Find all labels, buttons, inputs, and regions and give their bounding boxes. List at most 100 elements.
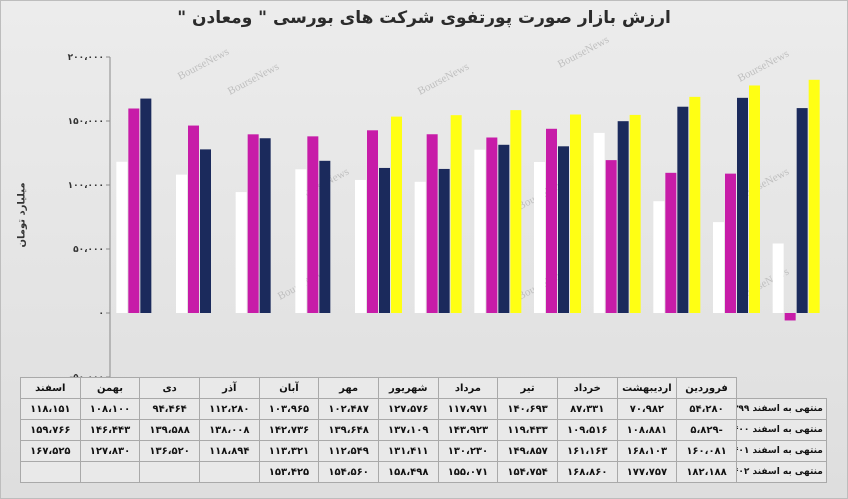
data-label: ۱۵۴،۷۵۴ bbox=[497, 461, 558, 483]
bar bbox=[307, 136, 319, 313]
bar bbox=[367, 130, 378, 313]
y-tick-label: ۰ bbox=[99, 309, 105, 319]
data-label: ۱۲۷،۸۳۰ bbox=[79, 440, 141, 462]
bar bbox=[247, 134, 259, 313]
table-row: ۱۶۷،۵۲۵ ۱۲۷،۸۳۰ ۱۳۶،۵۲۰ ۱۱۸،۸۹۴ ۱۱۳،۳۲۱ ۱۱۲،۵… bbox=[20, 440, 827, 462]
bar bbox=[414, 181, 426, 313]
bar bbox=[784, 313, 796, 321]
bar bbox=[426, 134, 438, 313]
watermark-text: BourseNews bbox=[226, 61, 281, 98]
data-label: ۱۰۳،۹۶۵ bbox=[258, 398, 320, 420]
bar bbox=[510, 110, 522, 313]
data-label: ۱۴۰،۶۹۳ bbox=[497, 398, 558, 420]
category-label: مهر bbox=[318, 377, 379, 399]
category-label: آذر bbox=[198, 377, 260, 399]
data-label: ۱۶۸،۱۰۳ bbox=[616, 440, 678, 462]
data-label: ۱۱۸،۱۵۱ bbox=[20, 398, 81, 420]
watermark-text: BourseNews bbox=[176, 46, 231, 83]
bar bbox=[653, 201, 665, 313]
bar bbox=[235, 192, 247, 313]
data-label bbox=[198, 461, 260, 483]
data-label: ۱۵۹،۷۶۶ bbox=[20, 419, 81, 441]
data-label: ۱۳۰،۲۳۰ bbox=[437, 440, 499, 462]
data-label: ۱۰۸،۱۰۰ bbox=[79, 398, 141, 420]
bar bbox=[450, 115, 462, 313]
bar bbox=[772, 243, 784, 313]
bar bbox=[116, 161, 128, 313]
data-label: ۸۷،۳۳۱ bbox=[556, 398, 618, 420]
legend-label: منتهی به اسفند ۱۴۰۲ bbox=[737, 467, 823, 477]
data-label: ۱۳۹،۵۸۸ bbox=[139, 419, 200, 441]
table-corner bbox=[736, 378, 826, 399]
data-label: ۱۳۱،۴۱۱ bbox=[377, 440, 439, 462]
table-header-row: اسفند بهمن دی آذر آبان مهر شهریور مرداد تیر خرداد… bbox=[20, 377, 827, 399]
bar bbox=[546, 128, 557, 313]
bar bbox=[188, 125, 199, 313]
bar bbox=[593, 132, 605, 313]
bar bbox=[677, 106, 689, 313]
bar bbox=[796, 108, 808, 314]
data-label: ۱۴۹،۸۵۷ bbox=[497, 440, 558, 462]
data-label: ۱۴۳،۹۲۳ bbox=[437, 419, 499, 441]
data-label: ۱۳۶،۵۲۰ bbox=[139, 440, 200, 462]
bar bbox=[725, 173, 736, 313]
bar bbox=[391, 116, 402, 313]
bar bbox=[689, 96, 701, 314]
bar bbox=[605, 160, 617, 313]
data-label: ۱۱۸،۸۹۴ bbox=[198, 440, 260, 462]
legend-label: منتهی به اسفند ۱۴۰۰ bbox=[737, 425, 823, 435]
data-label: ۱۱۷،۹۷۱ bbox=[437, 398, 499, 420]
data-label: ۱۶۷،۵۲۵ bbox=[20, 440, 81, 462]
bar bbox=[486, 137, 498, 313]
data-table: اسفند بهمن دی آذر آبان مهر شهریور مرداد تیر خرداد… bbox=[20, 377, 827, 483]
legend-label: منتهی به اسفند ۱۳۹۹ bbox=[737, 404, 823, 414]
y-tick-label: ۲۰۰،۰۰۰ bbox=[68, 53, 104, 63]
data-label bbox=[20, 461, 81, 483]
data-label: ۱۵۴،۵۶۰ bbox=[318, 461, 379, 483]
bar bbox=[737, 97, 748, 314]
data-label: ۹۴،۴۶۴ bbox=[139, 398, 200, 420]
category-label: مرداد bbox=[437, 377, 499, 399]
legend-entry: منتهی به اسفند ۱۴۰۰ bbox=[735, 419, 827, 441]
data-label: ۱۰۸،۸۸۱ bbox=[616, 419, 678, 441]
watermark-text: BourseNews bbox=[556, 34, 611, 71]
data-label: ۱۵۵،۰۷۱ bbox=[437, 461, 499, 483]
data-label: ۱۶۱،۱۶۳ bbox=[556, 440, 618, 462]
data-label bbox=[139, 461, 200, 483]
chart-title: ارزش بازار صورت پورتفوی شرکت های بورسی "… bbox=[177, 8, 671, 28]
table-row: ۱۵۳،۴۲۵ ۱۵۴،۵۶۰ ۱۵۸،۴۹۸ ۱۵۵،۰۷۱ ۱۵۴،۷۵۴ ۱۶۸،۸… bbox=[20, 461, 827, 483]
category-label: خرداد bbox=[556, 377, 618, 399]
data-label: ۱۶۸،۸۶۰ bbox=[556, 461, 618, 483]
category-label: آبان bbox=[258, 377, 320, 399]
data-label: ۱۷۷،۷۵۷ bbox=[616, 461, 678, 483]
table-row: ۱۵۹،۷۶۶ ۱۴۶،۴۴۳ ۱۳۹،۵۸۸ ۱۳۸،۰۰۸ ۱۴۲،۷۳۶ ۱۳۹،۶… bbox=[20, 419, 827, 441]
bar bbox=[200, 149, 211, 313]
category-label: فروردین bbox=[676, 377, 737, 399]
legend-entry: منتهی به اسفند ۱۴۰۲ bbox=[735, 461, 827, 483]
bar bbox=[617, 121, 629, 313]
legend-entry: منتهی به اسفند ۱۳۹۹ bbox=[735, 398, 827, 420]
data-label: ۱۰۹،۵۱۶ bbox=[556, 419, 618, 441]
data-label: ۱۲۷،۵۷۶ bbox=[377, 398, 439, 420]
bar bbox=[295, 169, 307, 313]
bar bbox=[665, 172, 677, 313]
bar bbox=[474, 149, 486, 313]
category-label: بهمن bbox=[79, 377, 141, 399]
data-label: ۱۱۲،۲۸۰ bbox=[198, 398, 260, 420]
category-label: اسفند bbox=[20, 377, 81, 399]
data-label: ۱۱۹،۴۳۳ bbox=[497, 419, 558, 441]
bar bbox=[629, 114, 641, 313]
y-tick-label: ۱۰۰،۰۰۰ bbox=[68, 181, 104, 191]
legend-entry: منتهی به اسفند ۱۴۰۱ bbox=[735, 440, 827, 462]
data-label: ۱۳۸،۰۰۸ bbox=[198, 419, 260, 441]
bar bbox=[558, 146, 569, 313]
category-label: شهریور bbox=[377, 377, 439, 399]
bar bbox=[438, 168, 450, 313]
y-tick-label: ۵۰،۰۰۰ bbox=[73, 245, 104, 255]
bar bbox=[534, 161, 545, 313]
data-label: ۱۳۷،۱۰۹ bbox=[377, 419, 439, 441]
category-label: دی bbox=[139, 377, 200, 399]
bars-layer bbox=[116, 79, 820, 321]
data-label: ۵۴،۲۸۰ bbox=[676, 398, 737, 420]
